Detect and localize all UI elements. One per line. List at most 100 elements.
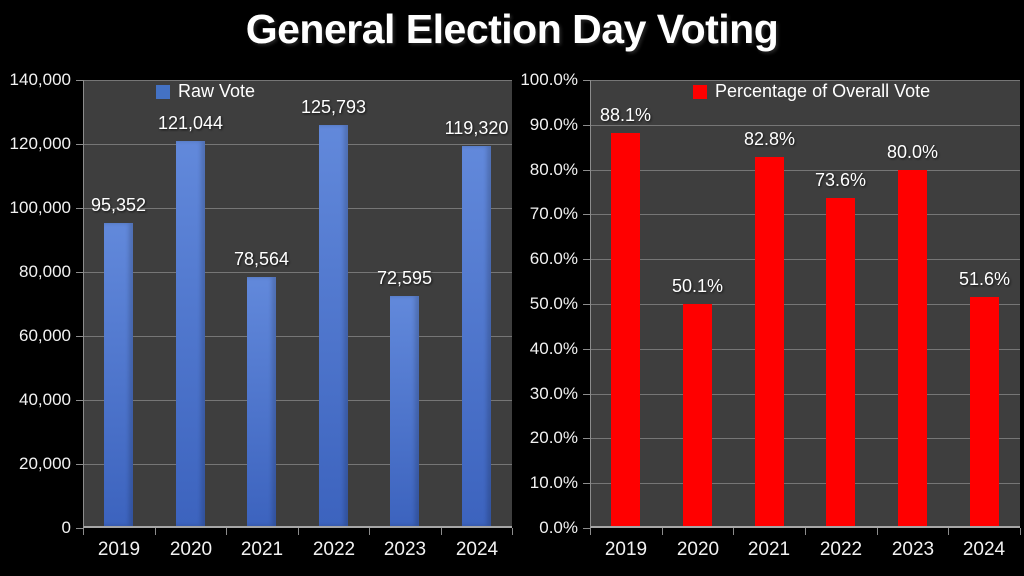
x-axis-tick-label: 2023 (891, 539, 935, 560)
gridline (591, 214, 1020, 215)
bar (390, 296, 419, 526)
x-axis-tick (441, 528, 442, 535)
y-axis-tick (76, 336, 83, 337)
y-axis-tick-label: 50.0% (529, 294, 578, 313)
bar (611, 133, 640, 526)
bar (462, 146, 491, 526)
x-axis-tick-label: 2024 (455, 539, 499, 560)
x-axis-tick (226, 528, 227, 535)
bar (247, 277, 276, 526)
y-axis-tick (583, 349, 590, 350)
legend-swatch-raw-vote-icon (156, 84, 170, 99)
gridline (84, 144, 512, 145)
gridline (591, 438, 1020, 439)
y-axis-tick (583, 483, 590, 484)
y-axis-tick-label: 140,000 (9, 70, 71, 89)
gridline (84, 80, 512, 81)
bar (683, 304, 712, 526)
x-axis-tick-label: 2019 (97, 539, 141, 560)
y-axis-tick-label: 80,000 (19, 262, 71, 281)
bar-value-label: 51.6% (958, 269, 1011, 289)
legend-label-percentage: Percentage of Overall Vote (715, 81, 931, 101)
x-axis-tick (155, 528, 156, 535)
y-axis-tick (583, 304, 590, 305)
y-axis-tick (76, 272, 83, 273)
gridline (84, 464, 512, 465)
gridline (591, 125, 1020, 126)
y-axis-tick (583, 394, 590, 395)
y-axis-tick (76, 80, 83, 81)
bar (319, 125, 348, 526)
gridline (84, 272, 512, 273)
gridline (591, 80, 1020, 81)
y-axis-tick-label: 40,000 (19, 390, 71, 409)
x-axis-tick (1020, 528, 1021, 535)
y-axis-tick (76, 144, 83, 145)
plot-area (83, 80, 512, 528)
bar-value-label: 121,044 (157, 113, 224, 133)
y-axis-tick-label: 30.0% (529, 384, 578, 403)
y-axis-tick (583, 528, 590, 529)
gridline (84, 208, 512, 209)
y-axis-tick-label: 20,000 (19, 454, 71, 473)
bar (104, 223, 133, 526)
gridline (591, 394, 1020, 395)
bar-value-label: 80.0% (886, 142, 939, 162)
gridline (84, 336, 512, 337)
gridline (84, 400, 512, 401)
y-axis-tick (76, 528, 83, 529)
bar-value-label: 119,320 (444, 118, 509, 138)
legend-swatch-percentage-icon (693, 84, 707, 99)
y-axis-tick-label: 120,000 (9, 134, 71, 153)
page-title: General Election Day Voting (245, 6, 779, 52)
bar-value-label: 73.6% (814, 170, 867, 190)
y-axis-tick (583, 170, 590, 171)
y-axis-tick (583, 80, 590, 81)
x-axis-tick-label: 2021 (747, 539, 791, 560)
y-axis-tick-label: 100,000 (9, 198, 71, 217)
y-axis-tick-label: 40.0% (529, 339, 578, 358)
bar (970, 297, 999, 526)
x-axis-tick-label: 2019 (604, 539, 648, 560)
x-axis-tick-label: 2020 (169, 539, 213, 560)
y-axis-tick-label: 100.0% (520, 70, 578, 89)
x-axis-tick (83, 528, 84, 535)
y-axis-tick (583, 214, 590, 215)
x-axis-tick-label: 2022 (819, 539, 863, 560)
plot-area (590, 80, 1020, 528)
y-axis-tick-label: 80.0% (529, 160, 578, 179)
y-axis-tick (583, 259, 590, 260)
legend-raw-vote: Raw Vote (156, 81, 255, 102)
y-axis-tick-label: 20.0% (529, 428, 578, 447)
bar (755, 157, 784, 526)
y-axis-tick-label: 10.0% (529, 473, 578, 492)
y-axis-tick (583, 438, 590, 439)
legend-label-raw-vote: Raw Vote (178, 81, 256, 101)
bar-value-label: 125,793 (300, 97, 367, 117)
y-axis-tick (76, 400, 83, 401)
bar-value-label: 78,564 (233, 249, 290, 269)
bar-value-label: 82.8% (743, 129, 796, 149)
y-axis-tick-label: 0.0% (539, 518, 578, 537)
y-axis-tick-label: 0 (61, 518, 71, 537)
x-axis-tick-label: 2023 (383, 539, 427, 560)
bar-value-label: 95,352 (90, 195, 147, 215)
x-axis-tick (662, 528, 663, 535)
gridline (591, 349, 1020, 350)
x-axis-tick-label: 2021 (240, 539, 284, 560)
y-axis-tick (583, 125, 590, 126)
bar (826, 198, 855, 526)
gridline (591, 259, 1020, 260)
x-axis-tick-label: 2022 (312, 539, 356, 560)
x-axis-tick (733, 528, 734, 535)
y-axis-tick-label: 90.0% (529, 115, 578, 134)
bar-value-label: 72,595 (376, 268, 433, 288)
x-axis-tick (590, 528, 591, 535)
bar-value-label: 50.1% (671, 276, 724, 296)
gridline (591, 170, 1020, 171)
x-axis-tick (512, 528, 513, 535)
x-axis-tick (805, 528, 806, 535)
